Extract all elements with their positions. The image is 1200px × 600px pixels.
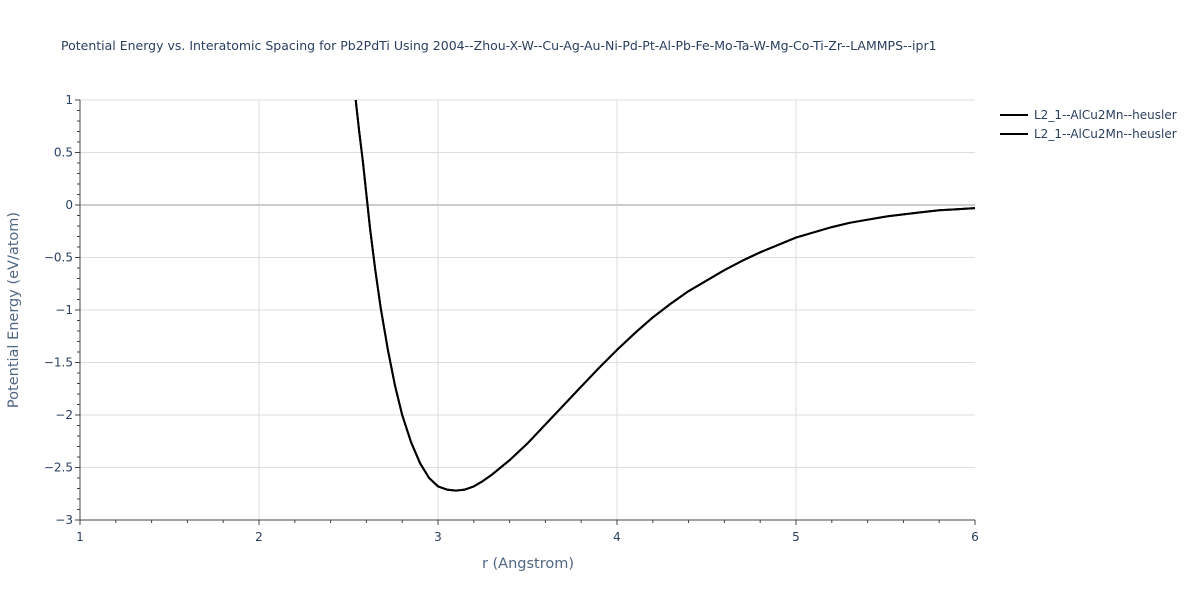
chart-title: Potential Energy vs. Interatomic Spacing… [61,38,937,53]
y-tick-label: −0.5 [44,251,73,265]
x-tick-label: 4 [613,530,621,544]
legend-label: L2_1--AlCu2Mn--heusler [1034,108,1177,122]
plot-series [354,99,976,492]
y-tick-label: 1 [65,93,73,107]
series-line-2 [354,99,976,492]
x-tick-label: 1 [76,530,84,544]
x-axis-label: r (Angstrom) [482,556,574,572]
y-tick-label: −3 [55,513,73,527]
x-tick-label: 3 [434,530,442,544]
grid-lines [80,99,975,520]
legend-item-2[interactable]: L2_1--AlCu2Mn--heusler [1000,127,1177,141]
legend[interactable]: L2_1--AlCu2Mn--heusler L2_1--AlCu2Mn--heu… [1000,108,1177,141]
y-tick-label: −2 [55,408,73,422]
axes: 1 2 3 4 5 6 1 0.5 0 −0.5 −1 −1.5 −2 −2.5 −3 [44,93,979,544]
y-axis-label: Potential Energy (eV/atom) [6,212,22,408]
x-tick-label: 5 [792,530,800,544]
y-tick-label: 0 [65,198,73,212]
x-tick-label: 2 [255,530,263,544]
x-tick-label: 6 [971,530,979,544]
y-tick-label: −1 [55,303,73,317]
series-line-1 [354,99,976,492]
y-tick-label: 0.5 [54,146,73,160]
legend-label: L2_1--AlCu2Mn--heusler [1034,127,1177,141]
legend-item-1[interactable]: L2_1--AlCu2Mn--heusler [1000,108,1177,122]
y-tick-label: −2.5 [44,461,73,475]
y-tick-label: −1.5 [44,356,73,370]
